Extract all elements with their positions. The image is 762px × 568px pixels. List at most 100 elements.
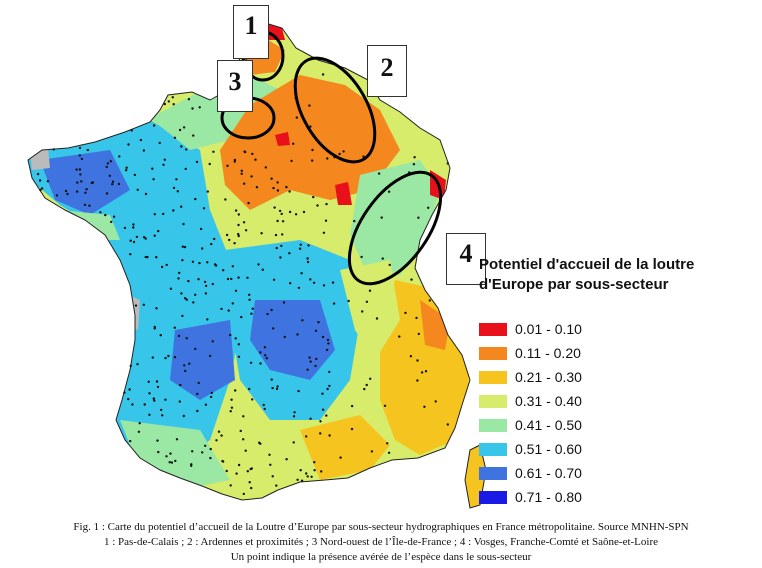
presence-dot [368,289,372,292]
presence-dot [152,397,155,400]
presence-dot [191,260,195,263]
presence-dot [153,234,156,237]
presence-dot [328,434,331,437]
presence-dot [142,236,146,239]
presence-dot [250,312,253,315]
presence-dot [123,226,127,230]
presence-dot [201,247,204,250]
presence-dot [157,450,160,454]
legend-item: 0.21 - 0.30 [479,368,582,386]
presence-dot [290,159,293,163]
presence-dot [192,134,195,137]
presence-dot [80,180,83,183]
legend-label: 0.41 - 0.50 [515,417,582,433]
presence-dot [194,347,197,351]
presence-dot [306,475,309,478]
presence-dot [362,155,365,158]
presence-dot [319,432,322,435]
presence-dot [167,100,170,103]
presence-dot [320,470,323,473]
zone-4-label: 4 [446,233,486,285]
presence-dot [365,300,369,303]
presence-dot [409,355,413,358]
presence-dot [208,162,211,166]
presence-dot [134,304,138,307]
presence-dot [326,157,329,160]
presence-dot [244,229,248,232]
legend-label: 0.71 - 0.80 [515,489,582,505]
presence-dot [271,386,274,390]
presence-dot [386,442,389,445]
presence-dot [118,155,121,158]
presence-dot [276,181,279,184]
presence-dot [162,163,165,166]
presence-dot [172,103,175,106]
presence-dot [288,190,291,193]
presence-dot [361,310,364,313]
legend-item: 0.61 - 0.70 [479,464,582,482]
presence-dot [321,408,325,411]
presence-dot [132,240,136,244]
presence-dot [224,198,227,201]
presence-dot [319,420,322,423]
presence-dot [299,469,302,472]
presence-dot [79,173,82,176]
presence-dot [198,261,201,265]
presence-dot [235,472,238,475]
presence-dot [299,243,302,246]
presence-dot [375,317,379,320]
presence-dot [185,337,188,340]
presence-dot [308,104,311,107]
legend-label: 0.51 - 0.60 [515,441,582,457]
presence-dot [143,403,146,406]
presence-dot [353,219,356,223]
presence-dot [183,297,187,300]
presence-dot [144,192,148,196]
presence-dot [175,438,179,441]
presence-dot [181,245,184,248]
presence-dot [300,272,303,275]
presence-dot [313,469,316,472]
presence-dot [226,277,230,281]
legend-title: Potentiel d'accueil de la loutre d'Europ… [479,256,695,293]
presence-dot [106,162,110,165]
presence-dot [297,286,301,290]
presence-dot [129,239,132,242]
presence-dot [326,338,330,342]
presence-dot [276,385,279,388]
presence-dot [132,226,135,229]
presence-dot [413,156,416,159]
presence-dot [302,210,306,214]
presence-dot [416,379,419,382]
presence-dot [417,332,420,336]
presence-dot [237,355,241,358]
presence-dot [312,195,315,199]
presence-dot [272,186,275,190]
region-red-3 [335,182,352,205]
presence-dot [148,392,151,395]
presence-dot [160,408,163,412]
presence-dot [316,204,319,207]
presence-dot [234,337,237,340]
presence-dot [206,261,209,264]
presence-dot [264,354,267,357]
presence-dot [246,470,249,473]
presence-dot [225,233,229,237]
presence-dot [322,231,326,234]
presence-dot [283,335,286,339]
presence-dot [234,209,238,212]
presence-dot [369,377,372,380]
presence-dot [271,475,274,478]
presence-dot [285,458,288,461]
presence-dot [387,451,391,454]
presence-dot [80,157,84,161]
presence-dot [183,245,187,249]
presence-dot [211,282,214,286]
legend-swatch [479,322,507,336]
presence-dot [153,213,156,216]
presence-dot [123,391,126,394]
presence-dot [325,202,328,206]
presence-dot [275,484,278,487]
legend-swatch [479,442,507,456]
presence-dot [261,268,264,271]
